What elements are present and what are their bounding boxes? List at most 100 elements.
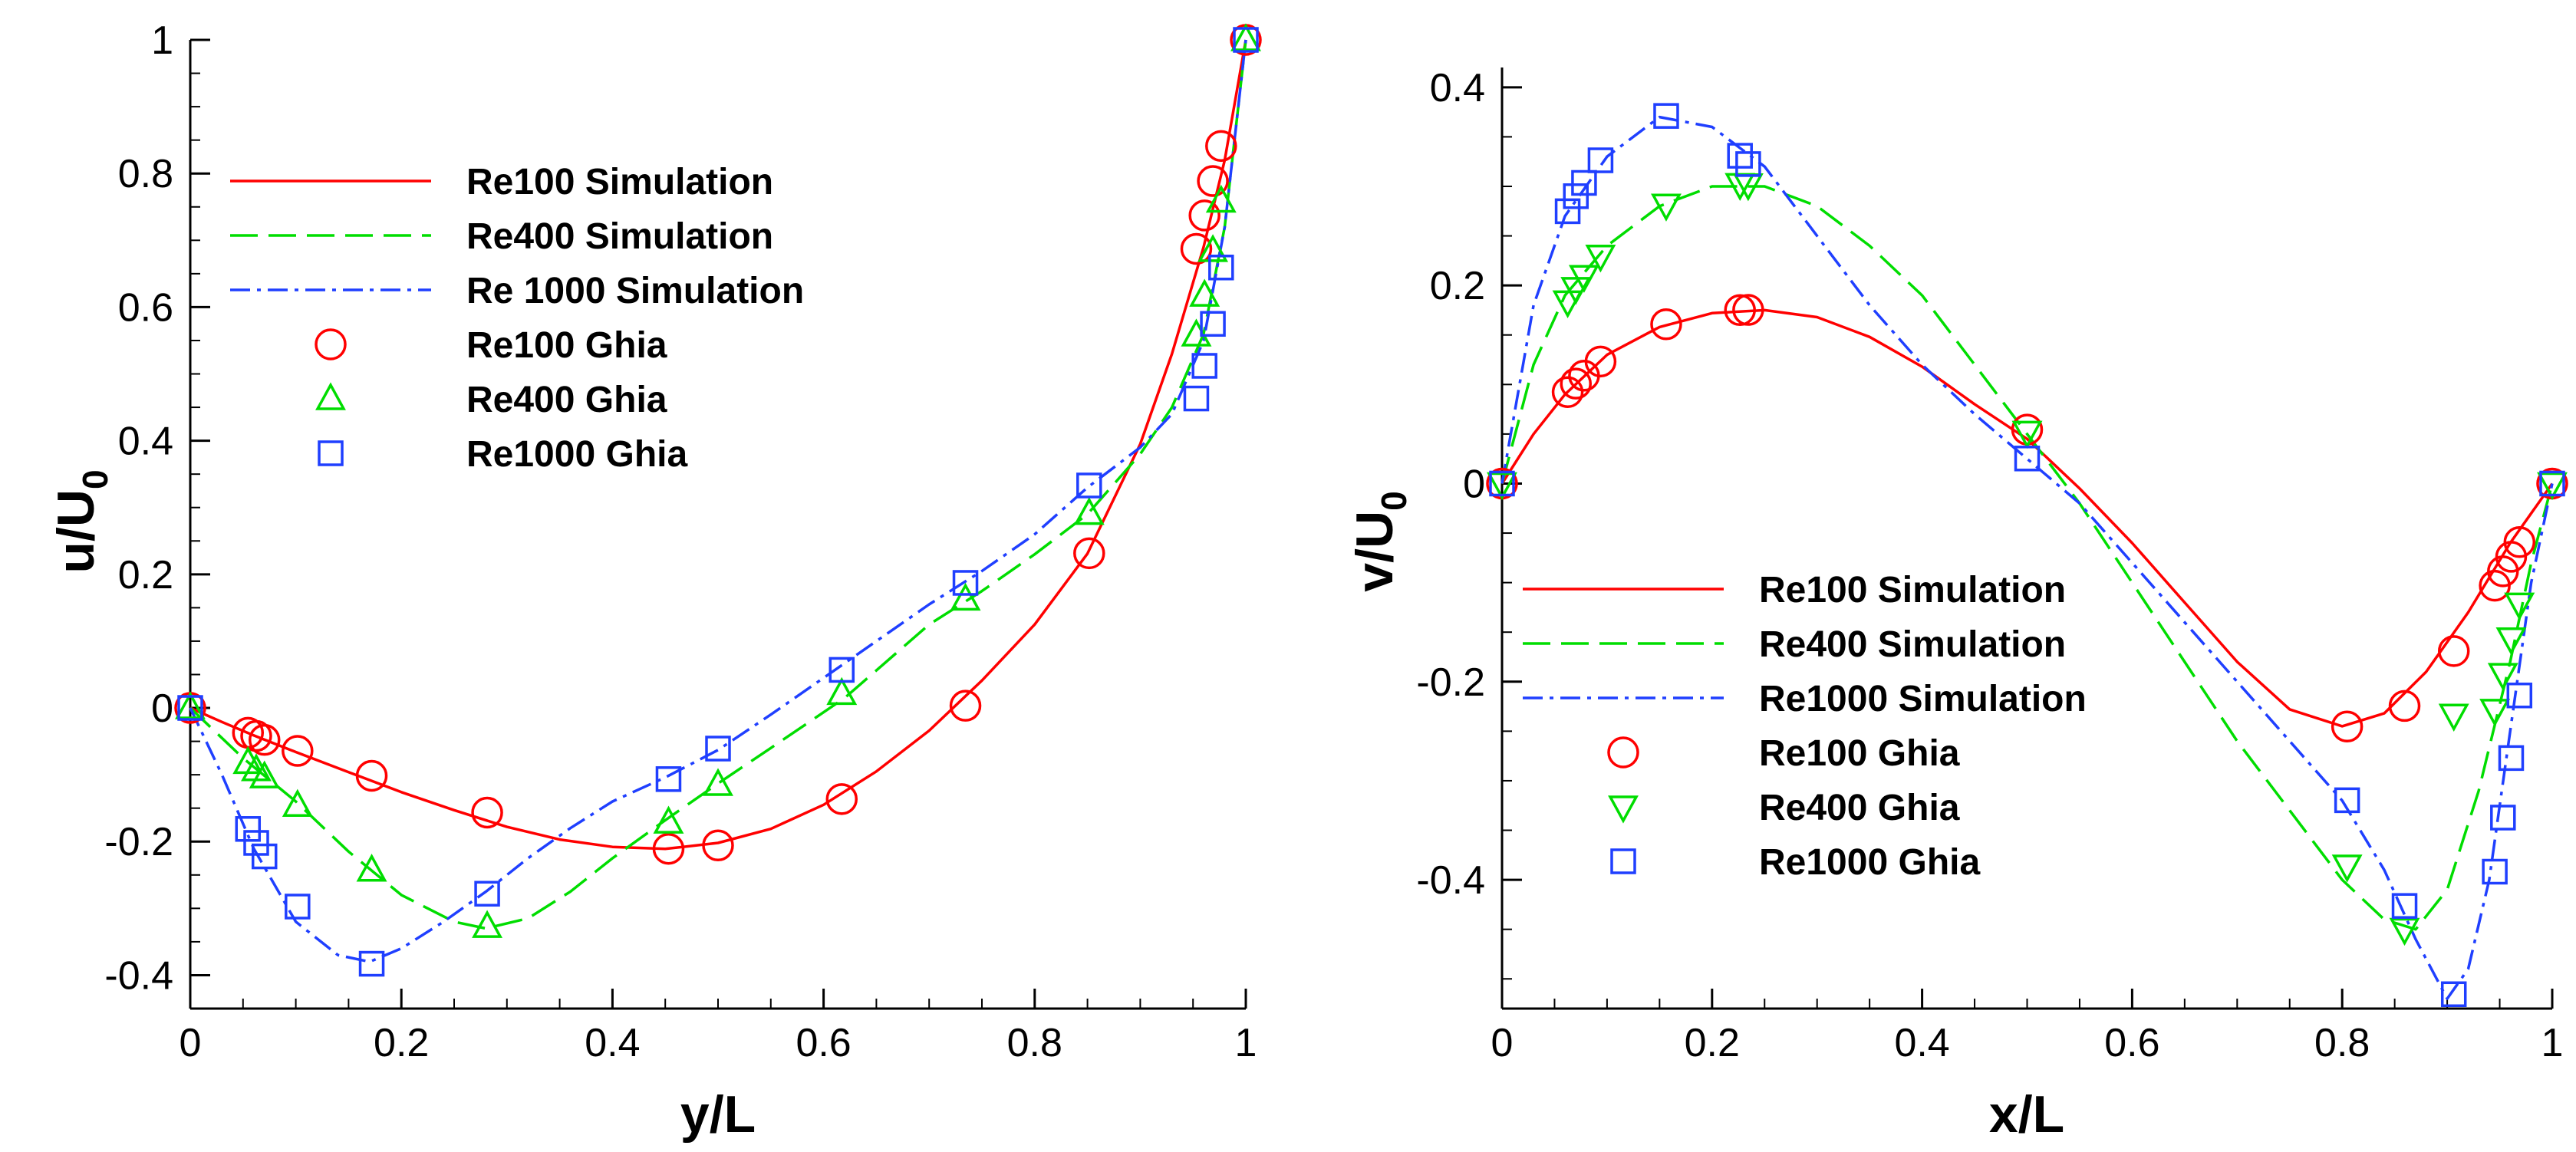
right-point — [2537, 472, 2568, 501]
right-x-axis-label: x/L — [1989, 1085, 2064, 1144]
left-point — [282, 788, 313, 818]
left-point — [251, 843, 278, 870]
right-point — [2389, 917, 2420, 946]
left-point — [1073, 537, 1105, 570]
left-point — [949, 690, 982, 722]
right-legend-label: Re400 Ghia — [1759, 788, 1960, 828]
right-legend-swatch — [1607, 736, 1639, 769]
right-y-tick-label: 0.4 — [1430, 66, 1485, 110]
right-x-tick-label: 0.8 — [2314, 1021, 2370, 1065]
left-point — [282, 735, 314, 767]
left-x-tick-label: 0.8 — [1007, 1021, 1062, 1065]
left-legend-label: Re400 Ghia — [466, 380, 667, 420]
left-point — [472, 910, 503, 938]
right-legend-entry: Re100 Ghia — [1607, 733, 1960, 774]
right-point — [2331, 710, 2364, 743]
right-point — [2482, 858, 2508, 885]
right-point — [1552, 290, 1583, 318]
left-legend-label: Re100 Simulation — [466, 162, 773, 202]
left-legend-swatch — [318, 440, 344, 466]
left-point — [825, 783, 858, 815]
left-series-2 — [189, 39, 1247, 963]
right-x-tick-label: 0.4 — [1894, 1021, 1949, 1065]
left-point — [1205, 184, 1237, 213]
left-point — [1183, 385, 1210, 412]
left-series-0 — [189, 39, 1247, 851]
left-line-re100-simulation — [189, 39, 1247, 851]
left-point — [653, 805, 684, 834]
left-point — [358, 950, 385, 977]
right-point — [2011, 420, 2043, 449]
left-point — [356, 854, 387, 882]
left-point — [285, 894, 311, 920]
right-series-1 — [1500, 185, 2554, 931]
right-legend-label: Re100 Simulation — [1759, 570, 2066, 611]
left-y-axis-label-main: u/U — [47, 489, 105, 574]
right-x-tick-label: 0 — [1491, 1021, 1514, 1065]
right-point — [1560, 367, 1592, 400]
right-legend-entry: Re1000 Simulation — [1523, 679, 2087, 719]
right-point — [2506, 682, 2533, 709]
right-point — [1489, 470, 1515, 497]
left-x-axis-label: y/L — [680, 1085, 756, 1144]
right-point — [2014, 446, 2041, 472]
left-point — [1180, 232, 1213, 265]
left-point — [1191, 353, 1217, 379]
right-chart-panel: 0 0.2 0.4 0.6 0.8 1-0.4-0.200.20.4x/Lv/U0Re10… — [1346, 66, 2568, 1144]
left-series-1 — [189, 39, 1247, 930]
right-point — [1735, 151, 1761, 177]
right-x-tick-label: 1 — [2541, 1021, 2564, 1065]
right-point — [1585, 245, 1616, 273]
right-point — [1563, 183, 1589, 209]
left-point — [248, 723, 281, 756]
right-x-tick-label: 0.6 — [2104, 1021, 2159, 1065]
right-series-2 — [1500, 115, 2554, 1000]
left-y-axis-label: u/U0 — [47, 469, 115, 573]
left-x-tick-label: 0.6 — [796, 1021, 851, 1065]
left-point — [705, 736, 731, 762]
right-point — [2495, 627, 2527, 656]
left-point — [652, 832, 685, 865]
right-point — [1551, 376, 1584, 409]
right-point — [1651, 193, 1682, 222]
left-y-tick-label: 0.8 — [118, 152, 173, 196]
right-legend-entry: Re100 Simulation — [1523, 570, 2066, 611]
right-point — [2331, 854, 2363, 883]
left-point — [1233, 27, 1259, 53]
left-y-tick-label: -0.2 — [104, 820, 173, 864]
left-point — [1197, 234, 1229, 262]
left-legend-entry: Re400 Ghia — [315, 380, 667, 420]
right-y-tick-label: -0.4 — [1416, 858, 1485, 903]
left-point — [355, 759, 388, 792]
left-point — [1188, 199, 1220, 232]
left-series-3 — [174, 24, 1262, 865]
right-y-tick-label: -0.2 — [1416, 660, 1485, 705]
right-point — [1724, 294, 1756, 327]
left-point — [1073, 497, 1105, 525]
right-point — [2438, 703, 2469, 732]
left-y-axis-label-subscript: 0 — [75, 469, 115, 489]
left-legend-entry: Re100 Ghia — [315, 325, 667, 366]
right-point — [1568, 265, 1599, 293]
left-point — [828, 657, 855, 683]
right-y-axis-label-main: v/U — [1346, 511, 1404, 592]
left-legend-swatch — [315, 328, 347, 360]
right-point — [2503, 526, 2536, 558]
right-series-0 — [1500, 308, 2554, 728]
right-point — [2388, 690, 2421, 722]
left-legend-entry: Re400 Simulation — [230, 216, 773, 257]
left-y-tick-label: 1 — [151, 18, 173, 63]
left-point — [702, 829, 734, 862]
left-chart-panel: 0 0.2 0.4 0.6 0.8 1 -0.4 -0.2 0 0.2 0.4 0.6 0.8 1 y/L u… — [47, 18, 1262, 1144]
right-x-tick-label: 0.2 — [1685, 1021, 1740, 1065]
right-point — [2437, 635, 2470, 667]
left-point — [655, 766, 682, 792]
right-point — [2504, 592, 2535, 621]
right-series-4 — [1487, 173, 2568, 946]
left-point — [177, 695, 203, 721]
right-y-axis-label-subscript: 0 — [1374, 491, 1414, 511]
left-series-4 — [175, 23, 1261, 938]
left-y-tick-label: -0.4 — [104, 953, 173, 998]
right-line-re100-simulation — [1500, 308, 2554, 728]
left-point — [1076, 472, 1102, 499]
